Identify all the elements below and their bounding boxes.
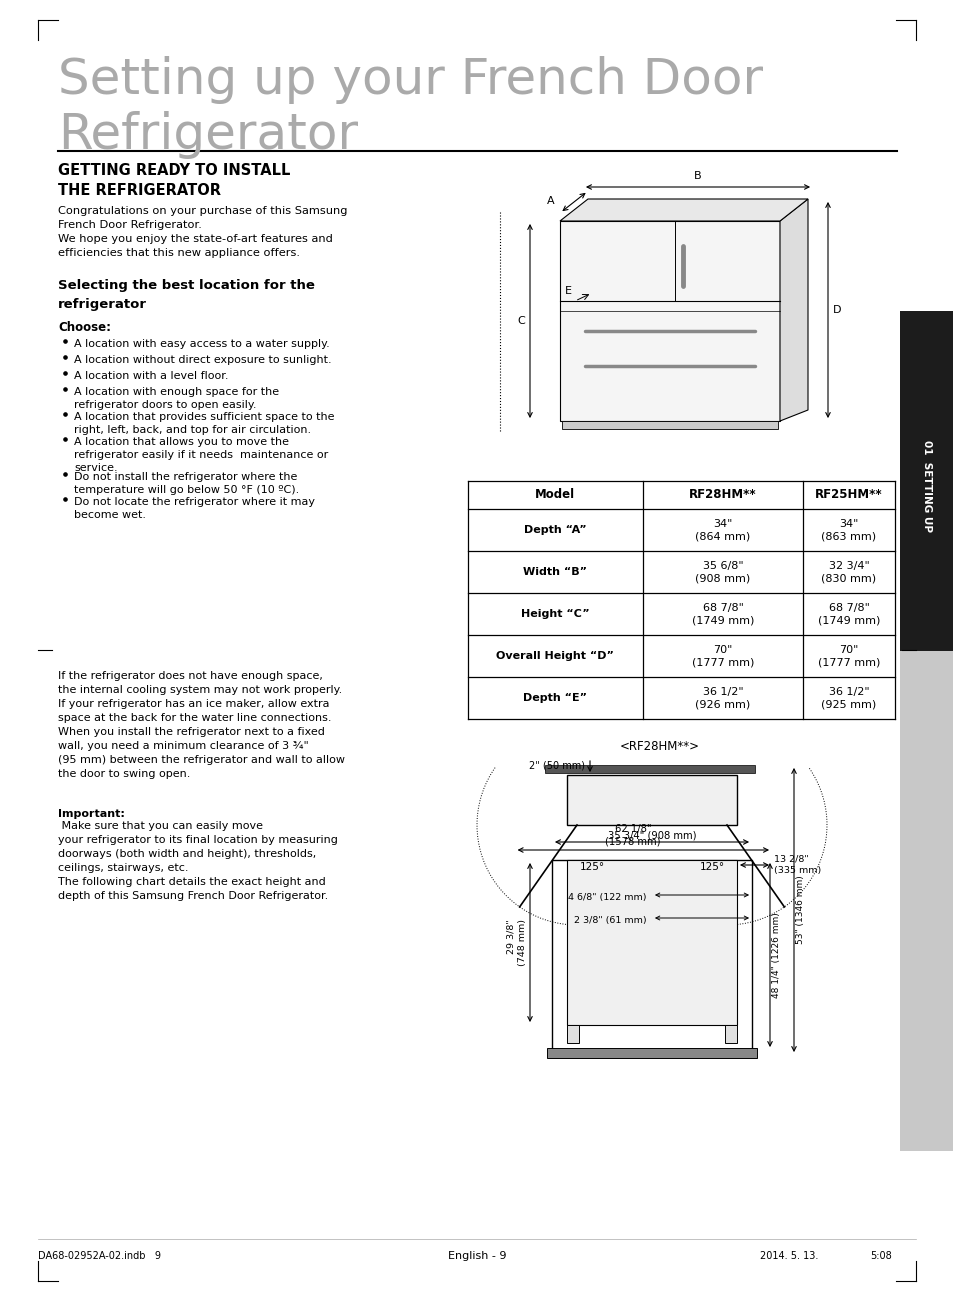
- Text: 48 1/4" (1226 mm): 48 1/4" (1226 mm): [771, 912, 781, 998]
- Polygon shape: [780, 199, 807, 422]
- Text: Make sure that you can easily move
your refrigerator to its final location by me: Make sure that you can easily move your …: [58, 821, 337, 902]
- Text: 68 7/8"
(1749 mm): 68 7/8" (1749 mm): [817, 602, 880, 626]
- Text: 2 3/8" (61 mm): 2 3/8" (61 mm): [574, 916, 646, 925]
- Text: DA68-02952A-02.indb   9: DA68-02952A-02.indb 9: [38, 1252, 161, 1261]
- Text: 29 3/8"
(748 mm): 29 3/8" (748 mm): [506, 920, 526, 967]
- Text: THE REFRIGERATOR: THE REFRIGERATOR: [58, 183, 221, 198]
- Text: A: A: [547, 196, 555, 206]
- Text: RF28HM**: RF28HM**: [688, 488, 756, 501]
- Text: 36 1/2"
(925 mm): 36 1/2" (925 mm): [821, 687, 876, 709]
- Text: Depth “E”: Depth “E”: [522, 693, 586, 703]
- Text: 62 1/8"
(1578 mm): 62 1/8" (1578 mm): [604, 824, 660, 846]
- Bar: [546, 1049, 757, 1058]
- Text: 68 7/8"
(1749 mm): 68 7/8" (1749 mm): [691, 602, 754, 626]
- Text: A location that provides sufficient space to the
right, left, back, and top for : A location that provides sufficient spac…: [74, 412, 335, 436]
- Text: 32 3/4"
(830 mm): 32 3/4" (830 mm): [821, 561, 876, 583]
- Text: <RF28HM**>: <RF28HM**>: [619, 740, 700, 753]
- Text: Important:: Important:: [58, 809, 125, 820]
- Text: Selecting the best location for the: Selecting the best location for the: [58, 278, 314, 291]
- Text: 53" (1346 mm): 53" (1346 mm): [795, 876, 804, 945]
- Text: Model: Model: [535, 488, 575, 501]
- Text: If the refrigerator does not have enough space,
the internal cooling system may : If the refrigerator does not have enough…: [58, 671, 345, 779]
- Bar: [544, 765, 754, 773]
- Text: 34"
(864 mm): 34" (864 mm): [695, 519, 750, 541]
- Text: 70"
(1777 mm): 70" (1777 mm): [691, 644, 754, 667]
- Text: A location without direct exposure to sunlight.: A location without direct exposure to su…: [74, 355, 332, 366]
- Text: 4 6/8" (122 mm): 4 6/8" (122 mm): [568, 892, 646, 902]
- Text: 70"
(1777 mm): 70" (1777 mm): [817, 644, 880, 667]
- Text: Do not install the refrigerator where the
temperature will go below 50 °F (10 ºC: Do not install the refrigerator where th…: [74, 472, 299, 496]
- Text: Depth “A”: Depth “A”: [523, 526, 586, 535]
- Text: Do not locate the refrigerator where it may
become wet.: Do not locate the refrigerator where it …: [74, 497, 314, 520]
- Text: B: B: [694, 170, 701, 181]
- Text: Refrigerator: Refrigerator: [58, 111, 357, 159]
- Text: RF25HM**: RF25HM**: [814, 488, 882, 501]
- Bar: [724, 1025, 737, 1043]
- Text: 125°: 125°: [699, 863, 723, 872]
- Bar: [899, 650, 953, 1151]
- Text: 34"
(863 mm): 34" (863 mm): [821, 519, 876, 541]
- Text: 5:08: 5:08: [869, 1252, 891, 1261]
- Text: D: D: [832, 304, 841, 315]
- Text: English - 9: English - 9: [447, 1252, 506, 1261]
- Bar: [552, 860, 751, 1050]
- Text: A location with a level floor.: A location with a level floor.: [74, 371, 229, 381]
- Text: Width “B”: Width “B”: [522, 567, 586, 578]
- Polygon shape: [559, 199, 807, 221]
- Text: 2" (50 mm): 2" (50 mm): [529, 760, 584, 770]
- Text: 36 1/2"
(926 mm): 36 1/2" (926 mm): [695, 687, 750, 709]
- Text: Congratulations on your purchase of this Samsung
French Door Refrigerator.
We ho: Congratulations on your purchase of this…: [58, 206, 347, 258]
- Bar: [566, 860, 737, 1025]
- Text: Setting up your French Door: Setting up your French Door: [58, 56, 762, 104]
- Bar: [566, 1025, 578, 1043]
- Text: A location that allows you to move the
refrigerator easily if it needs  maintena: A location that allows you to move the r…: [74, 437, 328, 474]
- Text: A location with easy access to a water supply.: A location with easy access to a water s…: [74, 340, 330, 349]
- Text: refrigerator: refrigerator: [58, 298, 147, 311]
- Text: GETTING READY TO INSTALL: GETTING READY TO INSTALL: [58, 163, 290, 178]
- Text: C: C: [517, 316, 524, 327]
- Text: E: E: [564, 286, 572, 297]
- Text: 35 3/4" (908 mm): 35 3/4" (908 mm): [607, 830, 696, 840]
- Text: 2014. 5. 13.: 2014. 5. 13.: [760, 1252, 818, 1261]
- Text: Choose:: Choose:: [58, 321, 111, 334]
- Bar: [561, 422, 778, 429]
- Text: 125°: 125°: [578, 863, 604, 872]
- Text: Overall Height “D”: Overall Height “D”: [496, 650, 614, 661]
- Text: Height “C”: Height “C”: [520, 609, 589, 619]
- Text: 13 2/8"
(335 mm): 13 2/8" (335 mm): [773, 855, 821, 876]
- Bar: [566, 775, 737, 825]
- Bar: [899, 311, 953, 650]
- Text: 01  SETTING UP: 01 SETTING UP: [921, 440, 931, 532]
- Text: 35 6/8"
(908 mm): 35 6/8" (908 mm): [695, 561, 750, 583]
- Polygon shape: [559, 221, 780, 422]
- Text: A location with enough space for the
refrigerator doors to open easily.: A location with enough space for the ref…: [74, 386, 279, 410]
